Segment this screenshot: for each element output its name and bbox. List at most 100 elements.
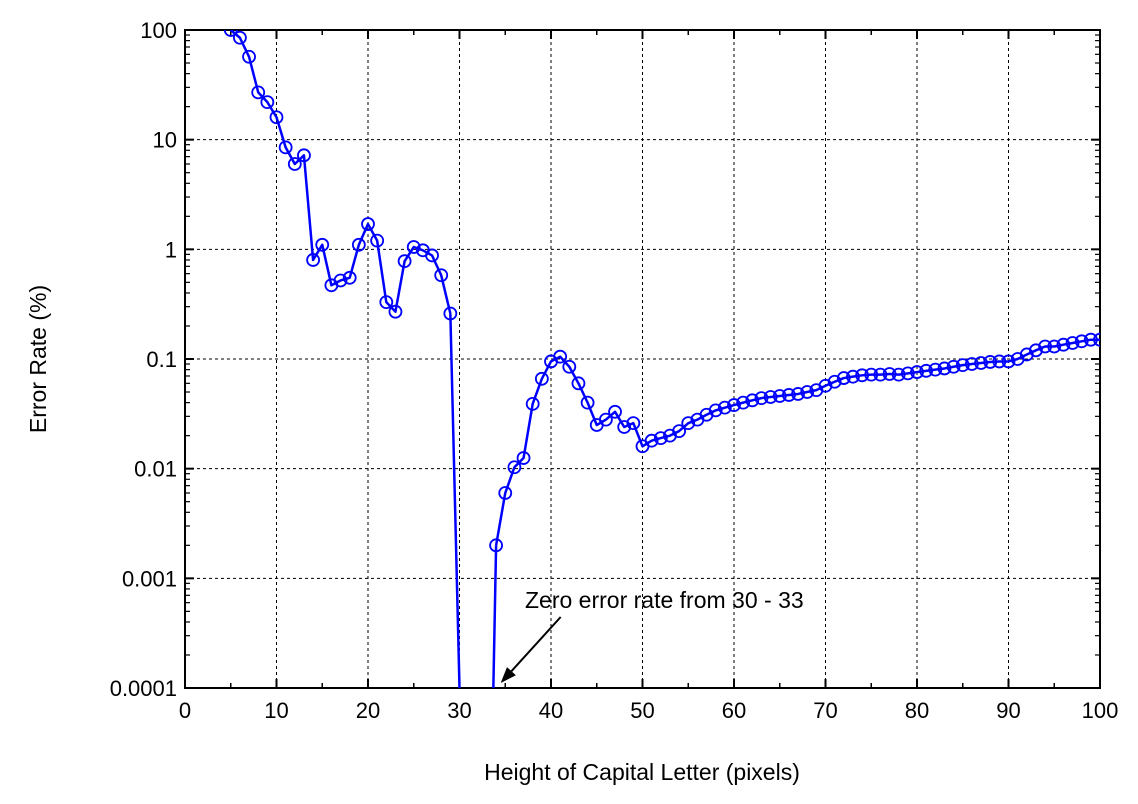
x-tick-label: 20 [356, 698, 380, 723]
x-tick-label: 40 [539, 698, 563, 723]
data-point [553, 349, 568, 364]
data-point [891, 367, 906, 382]
data-point [351, 237, 366, 252]
data-point [425, 248, 439, 263]
x-tick-label: 60 [722, 698, 746, 723]
data-point [717, 400, 732, 415]
series-layer [223, 30, 1100, 688]
data-point [580, 395, 595, 410]
y-tick-label: 0.01 [134, 457, 177, 482]
data-point [306, 253, 321, 267]
data-point [754, 391, 769, 406]
data-point [370, 233, 385, 248]
annotation-arrow [510, 616, 562, 672]
data-point [727, 398, 741, 412]
data-point [507, 460, 522, 475]
data-point [772, 389, 787, 403]
data-point [525, 396, 540, 411]
data-point [736, 395, 751, 410]
y-tick-label: 10 [153, 128, 177, 153]
data-point [260, 95, 275, 110]
data-point [1029, 343, 1043, 358]
data-point [516, 451, 531, 465]
data-point [745, 393, 760, 408]
data-point [242, 49, 256, 64]
data-point [599, 412, 613, 427]
annotation: Zero error rate from 30 - 33 [500, 587, 804, 683]
data-point [983, 355, 998, 369]
annotation-arrow-head [500, 667, 516, 683]
data-point [626, 416, 641, 431]
data-point [1056, 337, 1071, 352]
y-axis-label: Error Rate (%) [25, 285, 51, 433]
data-point [434, 268, 449, 283]
data-point [864, 367, 879, 382]
data-point [379, 295, 394, 310]
data-point [287, 157, 302, 171]
data-point [800, 385, 815, 399]
data-point [278, 140, 293, 155]
data-point [644, 433, 659, 448]
axis-ticks [184, 29, 1101, 689]
data-point [855, 368, 869, 383]
data-point [406, 240, 421, 254]
data-point [836, 371, 851, 385]
data-point [333, 273, 348, 288]
y-tick-label: 100 [140, 18, 177, 43]
data-point [361, 217, 375, 231]
data-point [269, 110, 284, 125]
data-point [1093, 332, 1100, 347]
series-line [229, 30, 452, 314]
data-point [223, 30, 238, 37]
data-point [1047, 339, 1062, 354]
data-point [297, 148, 311, 163]
data-point [443, 306, 458, 321]
data-point [653, 431, 668, 445]
data-point [617, 420, 632, 434]
data-point [315, 237, 330, 252]
y-tick-label: 0.001 [122, 566, 177, 591]
x-tick-label: 0 [179, 698, 191, 723]
data-point [342, 270, 357, 285]
data-point [763, 390, 778, 404]
data-point [782, 388, 796, 402]
series-drop-line [449, 313, 461, 688]
data-point [965, 357, 979, 371]
data-point [1038, 339, 1052, 354]
data-point [919, 363, 934, 378]
y-tick-label: 0.0001 [110, 676, 177, 701]
data-point [992, 354, 1007, 369]
data-point [974, 356, 988, 370]
series-drop-line [492, 545, 498, 688]
data-point [1065, 336, 1080, 350]
data-point [946, 359, 961, 374]
data-point [1083, 332, 1098, 347]
data-point [388, 304, 403, 319]
x-tick-label: 10 [264, 698, 288, 723]
data-point [818, 378, 833, 393]
data-point [882, 367, 897, 381]
data-point [397, 254, 412, 269]
data-point [827, 374, 842, 389]
data-point [955, 358, 970, 372]
x-tick-label: 90 [996, 698, 1020, 723]
data-point [534, 371, 549, 386]
x-axis-label: Height of Capital Letter (pixels) [484, 759, 800, 785]
data-point [937, 361, 952, 376]
data-point [571, 376, 586, 391]
data-point [791, 387, 805, 401]
x-tick-label: 70 [813, 698, 837, 723]
data-point [498, 486, 513, 500]
x-tick-label: 30 [447, 698, 471, 723]
data-point [928, 362, 943, 377]
data-point [910, 365, 924, 379]
series-line [494, 338, 1100, 546]
data-point [846, 369, 860, 384]
data-point [672, 424, 686, 439]
data-point [1074, 334, 1089, 349]
data-point [489, 538, 504, 553]
data-point [873, 367, 888, 382]
y-tick-labels: 0.0001 0.001 0.01 0.1 1 10 100 [110, 18, 177, 701]
annotation-text: Zero error rate from 30 - 33 [525, 587, 804, 613]
